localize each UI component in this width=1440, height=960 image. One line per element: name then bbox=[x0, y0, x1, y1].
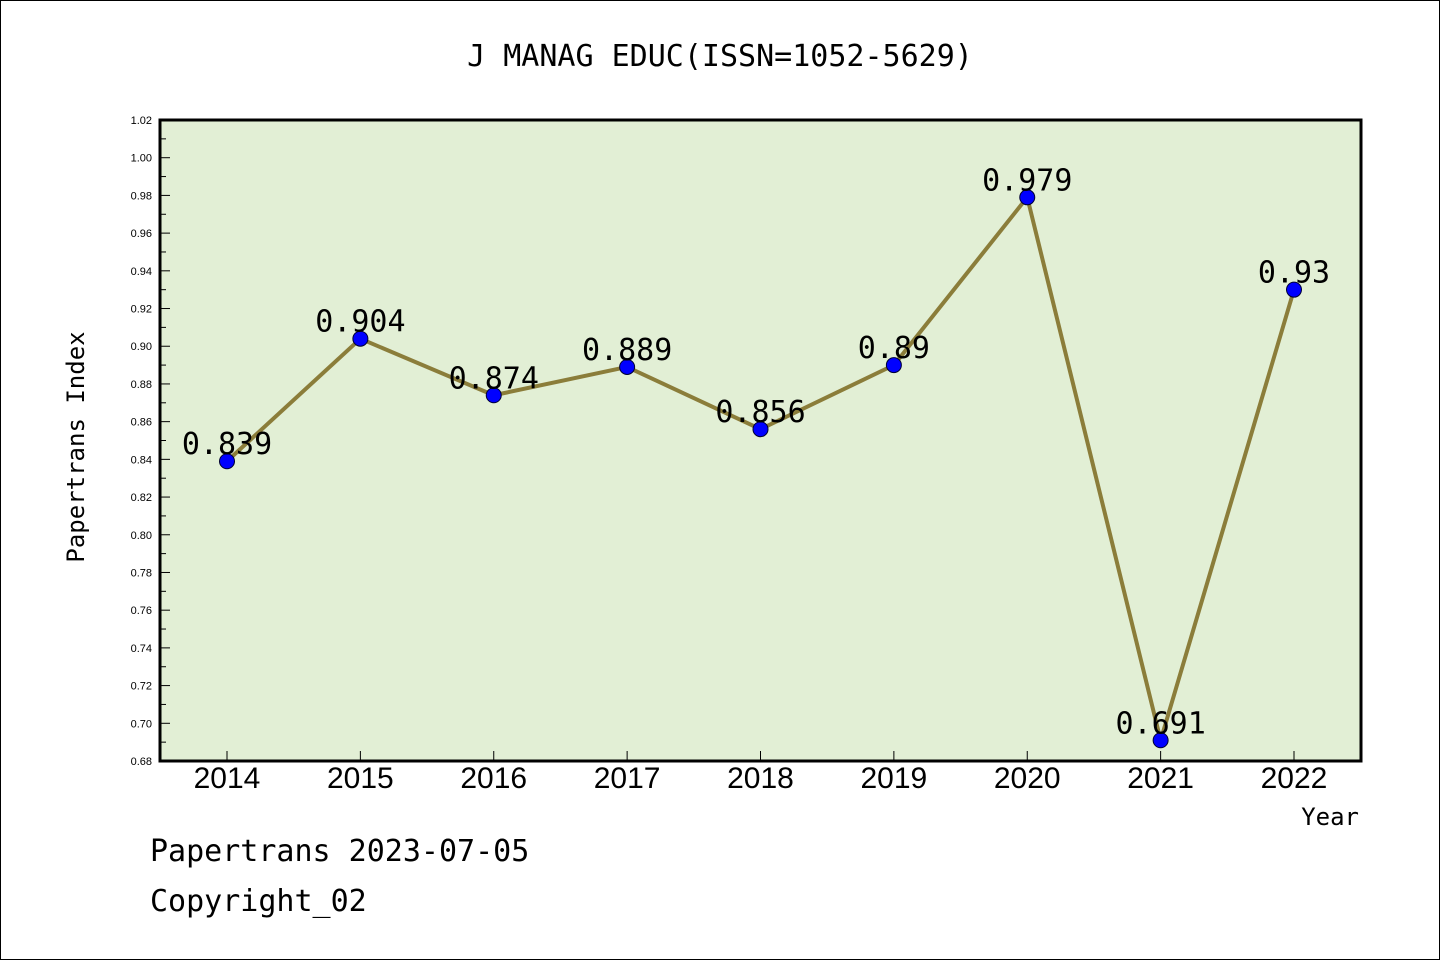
y-tick-label: 0.88 bbox=[131, 379, 152, 391]
y-tick-label: 0.96 bbox=[131, 228, 152, 240]
y-axis-label: Papertrans Index bbox=[62, 331, 90, 562]
data-point bbox=[752, 421, 769, 438]
data-label: 0.839 bbox=[182, 427, 272, 462]
data-point bbox=[619, 358, 636, 375]
y-tick-label: 0.82 bbox=[131, 492, 152, 504]
data-point bbox=[1152, 732, 1169, 749]
data-point bbox=[352, 330, 369, 347]
x-tick-label: 2017 bbox=[594, 762, 661, 795]
x-tick-label: 2018 bbox=[727, 762, 794, 795]
y-tick-label: 0.94 bbox=[131, 266, 152, 278]
y-tick-label: 0.72 bbox=[131, 681, 152, 693]
marker-group bbox=[219, 189, 1302, 749]
y-tick-label: 1.00 bbox=[131, 153, 152, 165]
data-label: 0.93 bbox=[1258, 256, 1330, 291]
y-tick-label: 0.68 bbox=[131, 756, 152, 768]
y-tick-label: 0.92 bbox=[131, 304, 152, 316]
y-tick-label: 0.90 bbox=[131, 341, 152, 353]
data-point bbox=[1019, 189, 1036, 206]
y-tick-label: 0.76 bbox=[131, 605, 152, 617]
data-label: 0.874 bbox=[449, 361, 539, 396]
data-point bbox=[219, 453, 235, 470]
y-tick-label: 0.70 bbox=[131, 718, 152, 730]
footer-date: Papertrans 2023-07-05 bbox=[150, 834, 530, 869]
y-axis: 0.68 0.70 0.72 0.74 0.76 0.78 0.80 0.82 0.84 0.86… bbox=[131, 115, 170, 768]
data-point bbox=[1286, 281, 1302, 298]
data-label: 0.979 bbox=[982, 163, 1072, 198]
data-label: 0.904 bbox=[315, 305, 405, 340]
x-tick-label: 2015 bbox=[327, 762, 394, 795]
x-tick-label: 2016 bbox=[460, 762, 527, 795]
data-label-group: 0.839 0.904 0.874 0.889 0.856 0.89 0.979 0.691 0… bbox=[182, 163, 1330, 741]
plot-border bbox=[158, 118, 1363, 763]
y-tick-label: 1.02 bbox=[131, 115, 152, 127]
x-axis-label: Year bbox=[1301, 803, 1359, 831]
x-axis: 2014 2015 2016 2017 2018 2019 2020 2021 2022 bbox=[194, 751, 1328, 795]
y-tick-label: 0.86 bbox=[131, 417, 152, 429]
y-tick-label: 0.80 bbox=[131, 530, 152, 542]
data-label: 0.89 bbox=[858, 331, 930, 366]
x-tick-label: 2020 bbox=[994, 762, 1061, 795]
data-label: 0.691 bbox=[1115, 706, 1205, 741]
data-point bbox=[885, 357, 902, 374]
chart-title: J MANAG EDUC(ISSN=1052-5629) bbox=[467, 39, 973, 74]
data-label: 0.889 bbox=[582, 333, 672, 368]
data-point bbox=[485, 387, 502, 404]
x-tick-label: 2021 bbox=[1127, 762, 1194, 795]
data-label: 0.856 bbox=[715, 395, 805, 430]
x-tick-label: 2019 bbox=[861, 762, 928, 795]
y-tick-label: 0.84 bbox=[131, 454, 152, 466]
y-tick-label: 0.74 bbox=[131, 643, 152, 655]
y-tick-label: 0.98 bbox=[131, 190, 152, 202]
y-tick-label: 0.78 bbox=[131, 567, 152, 579]
x-tick-label: 2022 bbox=[1261, 762, 1328, 795]
footer-copyright: Copyright_02 bbox=[150, 884, 367, 919]
x-tick-label: 2014 bbox=[194, 762, 261, 795]
plot-area bbox=[160, 120, 1361, 761]
